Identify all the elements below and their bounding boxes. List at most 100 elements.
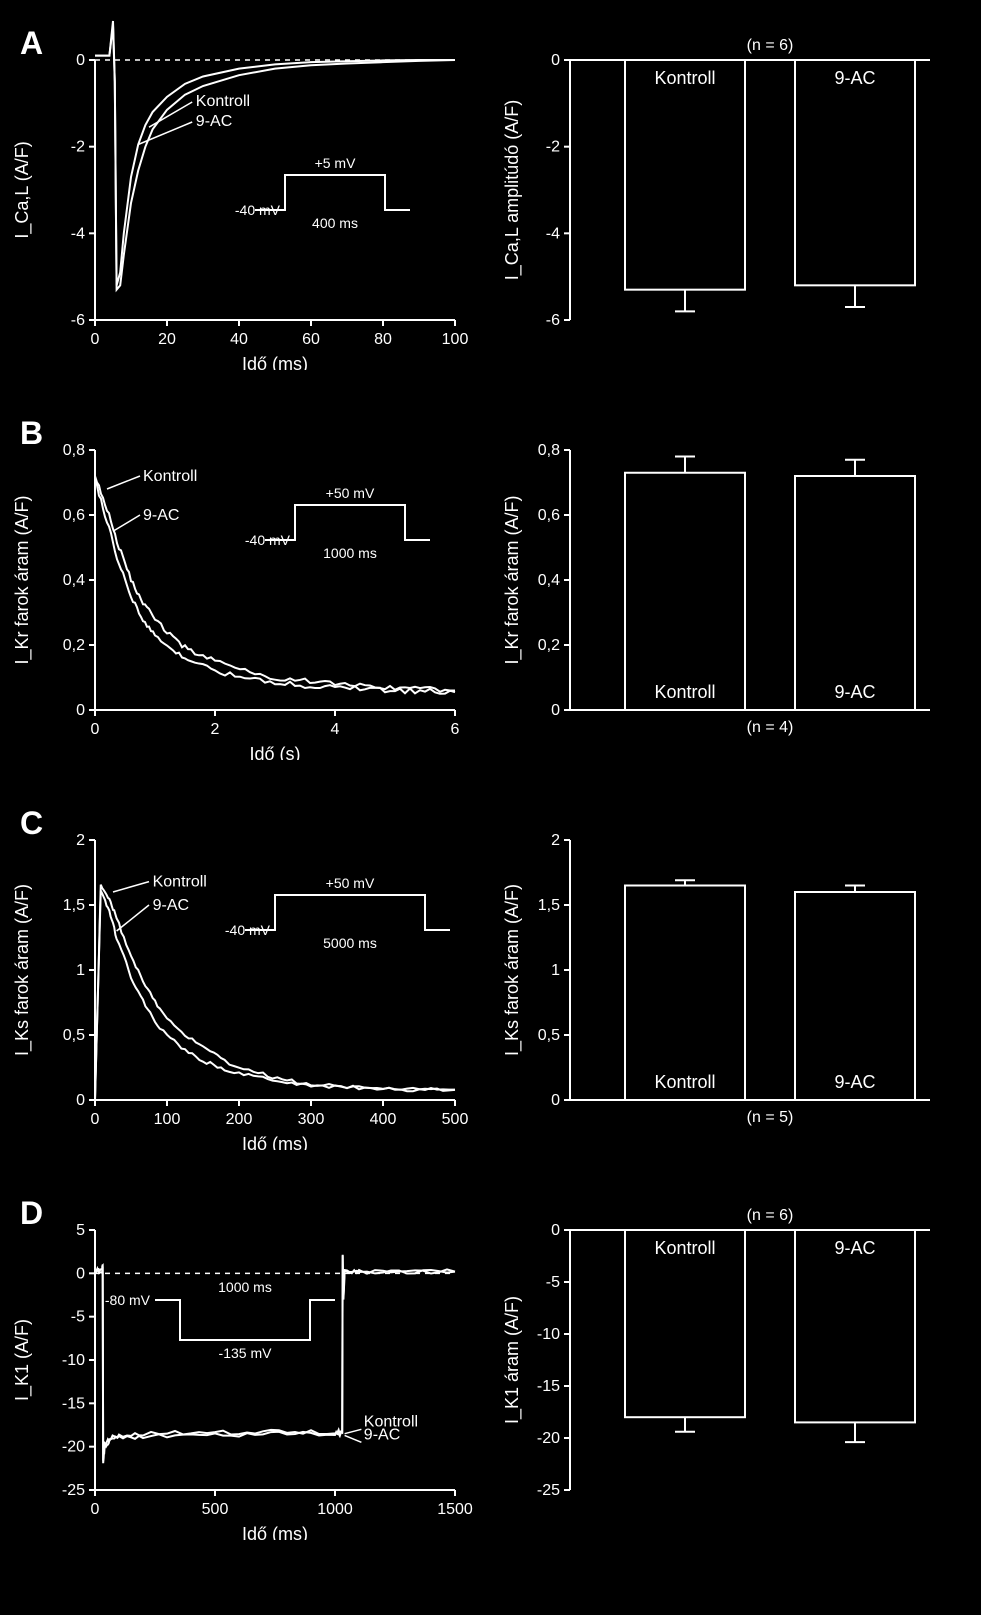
svg-text:1000: 1000 (317, 1501, 353, 1518)
svg-text:-2: -2 (71, 139, 85, 156)
svg-text:-5: -5 (71, 1309, 85, 1326)
svg-text:9-AC: 9-AC (153, 897, 189, 914)
svg-text:Kontroll: Kontroll (654, 68, 715, 88)
svg-text:9-AC: 9-AC (143, 507, 179, 524)
panel-A-bar: -6-4-20I_Ca,L amplitúdó (A/F)Kontroll9-A… (500, 20, 950, 370)
panel-C-bar: 0 0,5 1 1,5 2 I_Ks farok áram (A/F) Kontroll 9-… (500, 800, 950, 1150)
svg-text:-15: -15 (62, 1395, 85, 1412)
panel-B-bar: 00,20,40,60,8I_Kr farok áram (A/F)Kontro… (500, 410, 950, 760)
svg-text:0: 0 (91, 331, 100, 348)
svg-text:1000 ms: 1000 ms (218, 1279, 272, 1295)
panel-D-bar: -25-20-15-10-50I_K1 áram (A/F)Kontroll9-… (500, 1190, 950, 1540)
svg-text:0: 0 (91, 1111, 100, 1128)
svg-text:200: 200 (226, 1111, 253, 1128)
svg-text:2: 2 (551, 832, 560, 849)
svg-text:0: 0 (76, 1265, 85, 1282)
svg-text:+5 mV: +5 mV (315, 155, 357, 171)
svg-text:0: 0 (91, 1501, 100, 1518)
svg-text:-25: -25 (62, 1482, 85, 1499)
svg-text:-40 mV: -40 mV (235, 202, 281, 218)
panel-D-trace: 050010001500-25-20-15-10-505Idő (ms)I_K1… (0, 1190, 485, 1540)
svg-text:1,5: 1,5 (63, 897, 85, 914)
svg-text:-4: -4 (546, 225, 560, 242)
svg-text:0: 0 (551, 702, 560, 719)
svg-text:-2: -2 (546, 139, 560, 156)
svg-text:0,2: 0,2 (538, 637, 560, 654)
svg-text:300: 300 (298, 1111, 325, 1128)
svg-text:Kontroll: Kontroll (196, 93, 250, 110)
svg-text:4: 4 (331, 721, 340, 738)
svg-text:-4: -4 (71, 225, 85, 242)
svg-text:0: 0 (76, 702, 85, 719)
svg-text:0: 0 (551, 52, 560, 69)
svg-text:1000 ms: 1000 ms (323, 545, 377, 561)
svg-text:-80 mV: -80 mV (105, 1292, 151, 1308)
svg-text:2: 2 (76, 832, 85, 849)
svg-text:100: 100 (154, 1111, 181, 1128)
svg-text:I_Ks farok áram (A/F): I_Ks farok áram (A/F) (502, 884, 523, 1056)
svg-text:9-AC: 9-AC (834, 682, 875, 702)
svg-text:Kontroll: Kontroll (143, 468, 197, 485)
svg-text:(n = 4): (n = 4) (747, 719, 794, 736)
svg-text:0: 0 (76, 52, 85, 69)
svg-text:Kontroll: Kontroll (654, 1072, 715, 1092)
svg-text:I_K1 áram (A/F): I_K1 áram (A/F) (502, 1296, 523, 1424)
svg-text:0,6: 0,6 (538, 507, 560, 524)
svg-text:Idő (s): Idő (s) (249, 744, 300, 760)
svg-text:-135 mV: -135 mV (219, 1345, 273, 1361)
svg-text:400 ms: 400 ms (312, 215, 358, 231)
svg-text:-6: -6 (71, 312, 85, 329)
svg-text:0,5: 0,5 (538, 1027, 560, 1044)
svg-text:Kontroll: Kontroll (654, 1238, 715, 1258)
svg-text:400: 400 (370, 1111, 397, 1128)
svg-text:60: 60 (302, 331, 320, 348)
svg-text:Kontroll: Kontroll (153, 874, 207, 891)
svg-text:0,6: 0,6 (63, 507, 85, 524)
svg-text:-15: -15 (537, 1378, 560, 1395)
svg-text:500: 500 (202, 1501, 229, 1518)
svg-text:5: 5 (76, 1222, 85, 1239)
svg-text:(n = 6): (n = 6) (747, 1207, 794, 1224)
svg-text:0,8: 0,8 (63, 442, 85, 459)
svg-text:(n = 6): (n = 6) (747, 37, 794, 54)
svg-text:-5: -5 (546, 1274, 560, 1291)
svg-text:I_Ca,L (A/F): I_Ca,L (A/F) (12, 141, 33, 238)
svg-text:9-AC: 9-AC (196, 113, 232, 130)
svg-text:1: 1 (76, 962, 85, 979)
svg-text:Idő (ms): Idő (ms) (242, 354, 308, 370)
svg-text:2: 2 (211, 721, 220, 738)
svg-text:1: 1 (551, 962, 560, 979)
svg-text:I_Kr farok áram (A/F): I_Kr farok áram (A/F) (12, 495, 33, 664)
svg-text:0: 0 (551, 1092, 560, 1109)
svg-text:6: 6 (451, 721, 460, 738)
svg-text:-40 mV: -40 mV (245, 532, 291, 548)
svg-text:100: 100 (442, 331, 469, 348)
svg-text:80: 80 (374, 331, 392, 348)
svg-text:+50 mV: +50 mV (326, 485, 375, 501)
svg-text:0,2: 0,2 (63, 637, 85, 654)
svg-text:-6: -6 (546, 312, 560, 329)
svg-text:0,8: 0,8 (538, 442, 560, 459)
svg-text:I_Ks farok áram (A/F): I_Ks farok áram (A/F) (12, 884, 33, 1056)
svg-text:+50 mV: +50 mV (326, 875, 375, 891)
svg-text:Idő (ms): Idő (ms) (242, 1134, 308, 1150)
svg-text:Kontroll: Kontroll (654, 682, 715, 702)
svg-text:1500: 1500 (437, 1501, 473, 1518)
svg-text:Idő (ms): Idő (ms) (242, 1524, 308, 1540)
svg-text:0: 0 (551, 1222, 560, 1239)
svg-text:0,4: 0,4 (63, 572, 85, 589)
svg-text:40: 40 (230, 331, 248, 348)
svg-text:0,5: 0,5 (63, 1027, 85, 1044)
svg-text:0: 0 (91, 721, 100, 738)
svg-text:-20: -20 (62, 1439, 85, 1456)
svg-text:-10: -10 (62, 1352, 85, 1369)
svg-text:9-AC: 9-AC (364, 1426, 400, 1443)
svg-text:1,5: 1,5 (538, 897, 560, 914)
svg-text:500: 500 (442, 1111, 469, 1128)
panel-C-trace: 010020030040050000,511,52Idő (ms)I_Ks fa… (0, 800, 485, 1150)
svg-text:5000 ms: 5000 ms (323, 935, 377, 951)
svg-text:9-AC: 9-AC (834, 1238, 875, 1258)
svg-text:-25: -25 (537, 1482, 560, 1499)
panel-A-trace: 020406080100-6-4-20Idő (ms)I_Ca,L (A/F)K… (0, 20, 485, 370)
svg-text:9-AC: 9-AC (834, 1072, 875, 1092)
